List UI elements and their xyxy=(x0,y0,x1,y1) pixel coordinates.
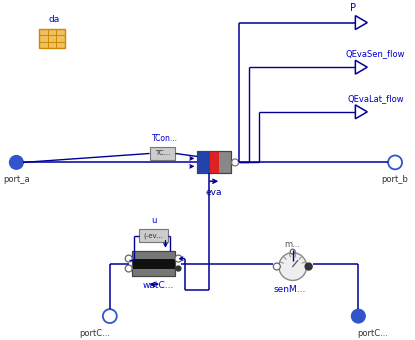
Text: (-ev...: (-ev... xyxy=(144,233,164,239)
Text: TCon...: TCon... xyxy=(151,134,178,143)
Bar xyxy=(132,251,176,276)
Circle shape xyxy=(103,309,117,323)
Text: QEvaLat_flow: QEvaLat_flow xyxy=(348,94,405,103)
Polygon shape xyxy=(355,16,367,30)
Circle shape xyxy=(175,255,182,262)
Text: senM...: senM... xyxy=(273,285,306,294)
Text: portC...: portC... xyxy=(79,329,110,338)
Text: da: da xyxy=(49,15,60,23)
Text: watC...: watC... xyxy=(143,282,174,290)
Text: QEvaSen_flow: QEvaSen_flow xyxy=(345,49,405,58)
Text: portC...: portC... xyxy=(358,329,389,338)
Circle shape xyxy=(352,309,365,323)
Text: eva: eva xyxy=(206,188,222,197)
Circle shape xyxy=(125,255,132,262)
Bar xyxy=(149,147,176,160)
Circle shape xyxy=(232,159,239,166)
Bar xyxy=(132,251,176,276)
Polygon shape xyxy=(355,60,367,74)
Bar xyxy=(197,152,231,173)
Text: port_b: port_b xyxy=(382,175,408,184)
Circle shape xyxy=(176,266,181,271)
Text: port_a: port_a xyxy=(3,175,30,184)
Circle shape xyxy=(290,249,295,254)
Bar xyxy=(197,152,231,173)
Bar xyxy=(39,29,65,48)
Circle shape xyxy=(279,253,307,280)
Circle shape xyxy=(125,265,132,272)
Circle shape xyxy=(388,155,402,169)
Polygon shape xyxy=(355,105,367,119)
Text: P: P xyxy=(350,3,356,13)
Bar xyxy=(132,259,176,269)
Bar xyxy=(210,152,219,173)
Circle shape xyxy=(10,155,23,169)
Text: m...: m... xyxy=(285,240,301,249)
Bar xyxy=(197,152,210,173)
Circle shape xyxy=(305,263,312,270)
Bar xyxy=(139,230,168,242)
Circle shape xyxy=(273,263,280,270)
Text: u: u xyxy=(151,216,156,225)
Text: TC...: TC... xyxy=(155,151,170,156)
